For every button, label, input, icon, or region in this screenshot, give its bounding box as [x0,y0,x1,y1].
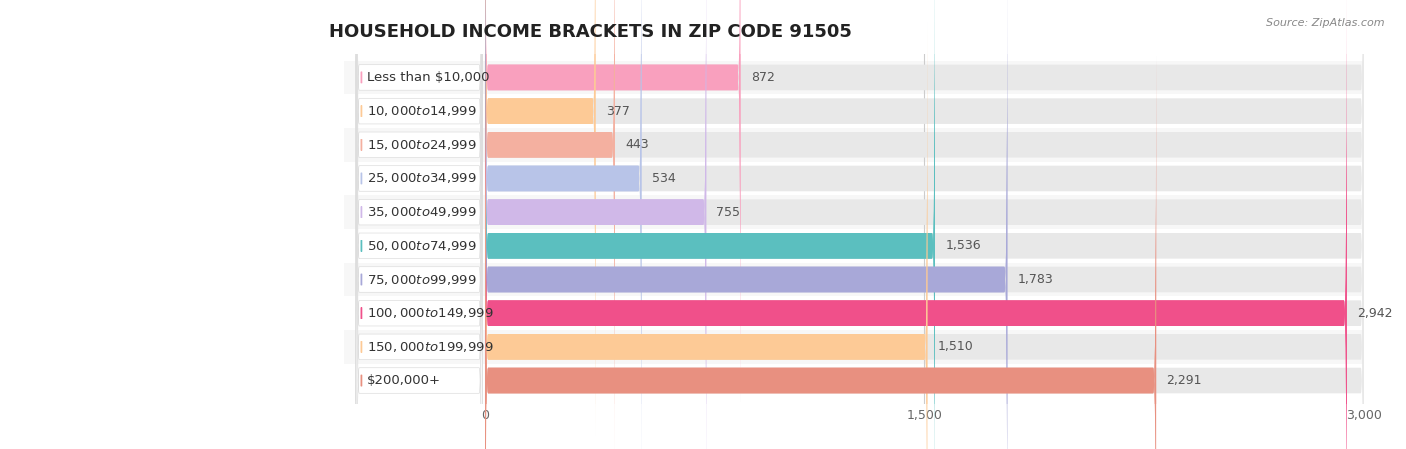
FancyBboxPatch shape [485,0,1364,449]
FancyBboxPatch shape [485,57,1156,449]
FancyBboxPatch shape [356,23,482,449]
Text: HOUSEHOLD INCOME BRACKETS IN ZIP CODE 91505: HOUSEHOLD INCOME BRACKETS IN ZIP CODE 91… [329,23,852,41]
FancyBboxPatch shape [344,61,1364,94]
FancyBboxPatch shape [344,296,1364,330]
Text: $35,000 to $49,999: $35,000 to $49,999 [367,205,477,219]
Text: Less than $10,000: Less than $10,000 [367,71,489,84]
FancyBboxPatch shape [485,0,1364,449]
FancyBboxPatch shape [485,0,741,401]
Text: Source: ZipAtlas.com: Source: ZipAtlas.com [1267,18,1385,28]
Text: $100,000 to $149,999: $100,000 to $149,999 [367,306,494,320]
FancyBboxPatch shape [485,0,1007,449]
FancyBboxPatch shape [485,0,1007,449]
FancyBboxPatch shape [485,57,1364,449]
Text: $25,000 to $34,999: $25,000 to $34,999 [367,172,477,185]
FancyBboxPatch shape [485,0,1364,449]
FancyBboxPatch shape [344,229,1364,263]
FancyBboxPatch shape [344,94,1364,128]
FancyBboxPatch shape [485,0,614,449]
FancyBboxPatch shape [356,0,482,449]
FancyBboxPatch shape [356,0,482,449]
FancyBboxPatch shape [344,195,1364,229]
FancyBboxPatch shape [356,0,482,435]
FancyBboxPatch shape [485,0,1364,449]
FancyBboxPatch shape [485,0,641,449]
FancyBboxPatch shape [356,57,482,449]
FancyBboxPatch shape [344,364,1364,397]
Text: 755: 755 [717,206,741,219]
Text: $200,000+: $200,000+ [367,374,440,387]
Text: 1,783: 1,783 [1018,273,1053,286]
FancyBboxPatch shape [485,0,741,401]
FancyBboxPatch shape [485,23,1364,449]
Text: $150,000 to $199,999: $150,000 to $199,999 [367,340,494,354]
Text: 443: 443 [626,138,648,151]
Text: $15,000 to $24,999: $15,000 to $24,999 [367,138,477,152]
Text: 2,291: 2,291 [1167,374,1202,387]
Text: $10,000 to $14,999: $10,000 to $14,999 [367,104,477,118]
FancyBboxPatch shape [485,0,641,449]
FancyBboxPatch shape [485,0,596,435]
FancyBboxPatch shape [344,263,1364,296]
FancyBboxPatch shape [485,0,596,435]
Text: 534: 534 [652,172,675,185]
FancyBboxPatch shape [485,0,614,449]
FancyBboxPatch shape [485,0,1364,435]
Text: $75,000 to $99,999: $75,000 to $99,999 [367,273,477,286]
FancyBboxPatch shape [485,0,1347,449]
FancyBboxPatch shape [485,0,935,449]
Text: 1,510: 1,510 [938,340,973,353]
FancyBboxPatch shape [485,0,1364,401]
Text: $50,000 to $74,999: $50,000 to $74,999 [367,239,477,253]
FancyBboxPatch shape [485,0,706,449]
FancyBboxPatch shape [344,330,1364,364]
FancyBboxPatch shape [485,0,1364,449]
Text: 1,536: 1,536 [945,239,981,252]
FancyBboxPatch shape [485,57,1156,449]
FancyBboxPatch shape [356,0,482,401]
FancyBboxPatch shape [485,0,935,449]
FancyBboxPatch shape [485,0,706,449]
Text: 2,942: 2,942 [1357,307,1392,320]
FancyBboxPatch shape [344,128,1364,162]
FancyBboxPatch shape [485,0,1347,449]
Text: 872: 872 [751,71,775,84]
FancyBboxPatch shape [356,0,482,449]
FancyBboxPatch shape [485,23,928,449]
FancyBboxPatch shape [485,23,928,449]
FancyBboxPatch shape [356,0,482,449]
FancyBboxPatch shape [485,0,1364,449]
Text: 377: 377 [606,105,630,118]
FancyBboxPatch shape [356,0,482,449]
FancyBboxPatch shape [344,162,1364,195]
FancyBboxPatch shape [356,0,482,449]
